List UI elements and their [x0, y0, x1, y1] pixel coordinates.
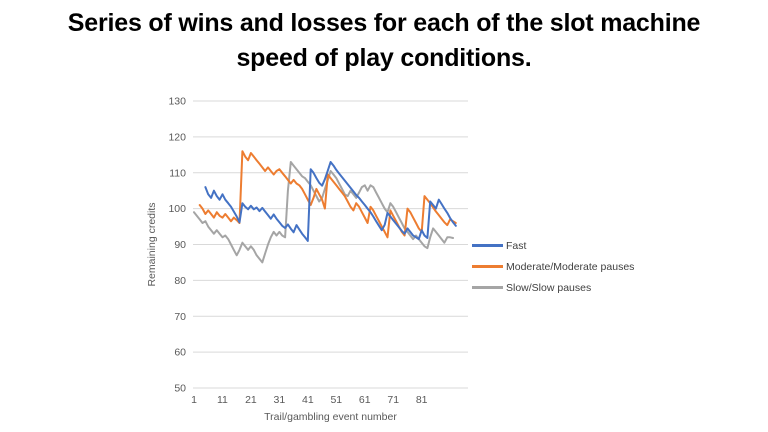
x-axis-title: Trail/gambling event number	[264, 411, 397, 423]
x-tick-label-71: 71	[387, 394, 399, 406]
x-tick-label-61: 61	[359, 394, 371, 406]
y-tick-label-50: 50	[174, 383, 186, 395]
x-tick-label-11: 11	[217, 394, 228, 406]
series-line-slow-slow-pauses	[193, 161, 454, 264]
chart-title-line2: speed of play conditions.	[236, 44, 532, 72]
chart-title: Series of wins and losses for each of th…	[0, 6, 768, 76]
legend-label-fast: Fast	[506, 240, 527, 252]
x-tick-label-41: 41	[302, 394, 314, 406]
y-tick-label-80: 80	[174, 275, 186, 287]
y-tick-label-60: 60	[174, 347, 186, 359]
series-line-fast	[204, 161, 457, 242]
chart-title-line1: Series of wins and losses for each of th…	[67, 9, 701, 37]
x-tick-label-31: 31	[274, 394, 286, 406]
legend-label-slow-slow-pauses: Slow/Slow pauses	[506, 282, 591, 294]
y-tick-label-120: 120	[168, 131, 186, 143]
x-tick-label-81: 81	[416, 394, 428, 406]
y-tick-label-70: 70	[174, 311, 186, 323]
x-tick-label-1: 1	[191, 394, 197, 406]
x-tick-label-51: 51	[330, 394, 342, 406]
x-tick-label-21: 21	[245, 394, 257, 406]
legend-label-moderate-moderate-pauses: Moderate/Moderate pauses	[506, 261, 634, 273]
y-tick-label-100: 100	[168, 203, 186, 215]
series-line-moderate-moderate-pauses	[198, 150, 457, 239]
y-tick-label-110: 110	[169, 167, 186, 179]
y-tick-label-90: 90	[174, 239, 186, 251]
y-axis-title: Remaining credits	[146, 202, 158, 286]
y-tick-label-130: 130	[168, 96, 186, 108]
